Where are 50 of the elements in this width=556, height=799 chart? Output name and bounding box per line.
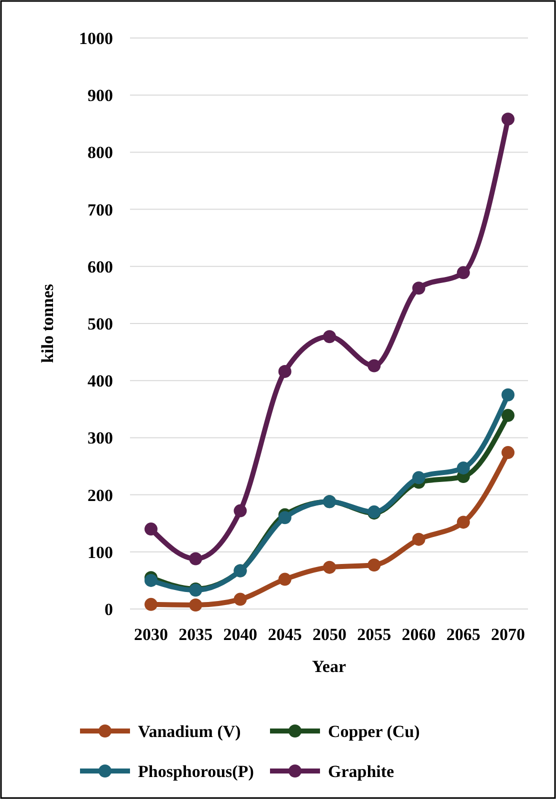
point	[502, 446, 514, 460]
x-tick-label: 2055	[357, 625, 392, 644]
point	[368, 359, 381, 372]
point	[278, 364, 292, 378]
x-axis-title: Year	[312, 657, 346, 676]
point	[456, 461, 470, 474]
point	[144, 598, 158, 611]
x-tick-label: 2035	[178, 625, 213, 644]
x-tick-label: 2040	[223, 625, 258, 644]
point	[144, 574, 158, 587]
y-tick-label: 200	[88, 486, 113, 505]
x-tick-label: 2060	[402, 625, 436, 644]
point	[144, 522, 158, 536]
y-tick-label: 800	[88, 143, 113, 162]
legend-label: Vanadium (V)	[138, 722, 241, 741]
point	[234, 592, 247, 606]
point	[278, 511, 292, 524]
y-axis-title: kilo tonnes	[38, 284, 57, 363]
y-tick-label: 300	[88, 428, 113, 448]
y-tick-label: 500	[88, 314, 113, 334]
legend-label: Copper (Cu)	[328, 722, 420, 741]
x-tick-label: 2030	[134, 625, 168, 644]
point	[189, 552, 202, 566]
point	[456, 516, 470, 529]
point	[412, 471, 426, 484]
point	[189, 598, 202, 612]
y-tick-label: 1000	[79, 28, 113, 48]
y-tick-label: 400	[88, 372, 113, 391]
y-tick-label: 100	[88, 542, 113, 562]
point	[368, 558, 381, 572]
x-tick-label: 2045	[268, 625, 302, 644]
x-tick-label: 2065	[446, 625, 480, 644]
y-tick-label: 900	[88, 86, 113, 106]
point	[502, 408, 514, 422]
x-tick-label: 2070	[491, 625, 525, 644]
x-tick-label: 2050	[312, 625, 346, 644]
y-tick-label: 600	[88, 257, 113, 276]
point	[412, 532, 426, 546]
y-tick-label: 0	[104, 600, 113, 619]
y-tick-label: 700	[88, 200, 113, 220]
point	[234, 504, 247, 518]
point	[278, 572, 292, 586]
legend-label: Phosphorous(P)	[138, 762, 254, 781]
point	[502, 388, 514, 402]
point	[412, 282, 426, 295]
point	[502, 112, 514, 126]
point	[323, 330, 336, 344]
legend-label: Graphite	[328, 762, 395, 781]
point	[323, 560, 336, 574]
point	[456, 266, 470, 280]
